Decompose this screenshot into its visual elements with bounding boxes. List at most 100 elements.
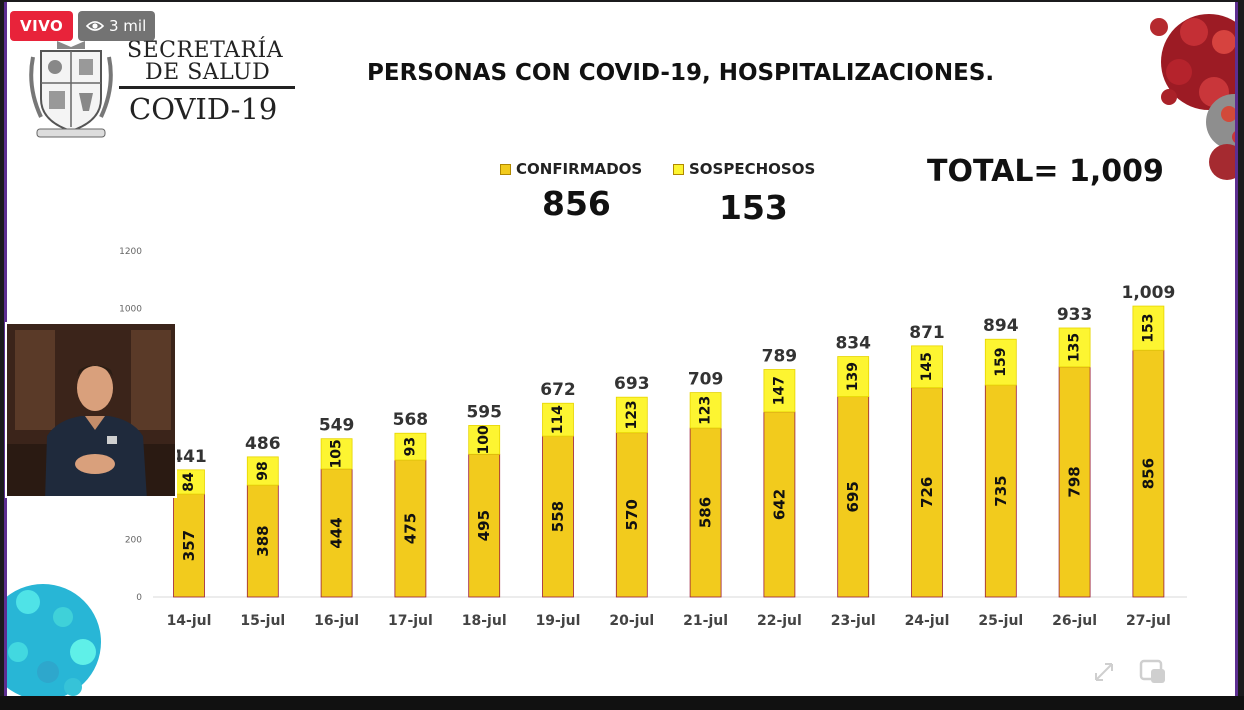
bar-confirmados (173, 493, 205, 598)
data-label-confirmados: 798 (1066, 466, 1084, 497)
bar-confirmados (394, 459, 427, 598)
x-tick-label: 27-jul (1126, 613, 1171, 629)
bar-sospechosos (246, 456, 279, 486)
data-label-sospechosos: 123 (624, 400, 640, 429)
data-label-sospechosos: 100 (476, 425, 492, 454)
data-label-confirmados: 475 (401, 513, 419, 544)
bar-sospechosos (394, 432, 427, 461)
suspected-total: 153 (719, 188, 788, 227)
bar-sospechosos (911, 345, 943, 389)
logo-line-covid: COVID-19 (129, 92, 278, 126)
data-label-confirmados: 388 (254, 525, 272, 556)
bar-confirmados (542, 435, 574, 598)
data-label-total: 1,009 (1122, 283, 1176, 303)
data-label-sospechosos: 114 (550, 405, 566, 434)
x-tick-label: 18-jul (462, 613, 507, 629)
logo-divider (119, 86, 295, 89)
data-label-confirmados: 570 (623, 499, 641, 530)
bar-confirmados (246, 484, 279, 598)
data-label-sospechosos: 98 (255, 461, 271, 480)
data-label-total: 693 (614, 374, 650, 394)
x-tick-label: 14-jul (167, 613, 212, 629)
x-tick-label: 21-jul (683, 613, 728, 629)
data-label-total: 871 (909, 323, 945, 343)
hospitalizations-bar-chart: 0200400600800100012003578444114-jul38898… (119, 247, 1187, 629)
y-tick-label: 1000 (119, 305, 142, 315)
bar-sospechosos (763, 369, 796, 413)
bar-sospechosos (615, 396, 648, 434)
bar-confirmados (689, 427, 722, 598)
bar-sospechosos (837, 356, 870, 398)
x-tick-label: 19-jul (536, 613, 581, 629)
bar-confirmados (763, 411, 796, 598)
data-label-total: 894 (983, 316, 1019, 336)
legend-confirmed: CONFIRMADOS (500, 160, 642, 178)
data-label-confirmados: 558 (549, 501, 567, 532)
bar-confirmados (911, 387, 943, 598)
picture-in-picture-icon (1139, 659, 1167, 685)
data-label-sospechosos: 84 (181, 472, 197, 492)
x-tick-label: 23-jul (831, 613, 876, 629)
legend-suspected-label: SOSPECHOSOS (689, 160, 816, 178)
webcam-video-overlay[interactable] (5, 322, 177, 498)
data-label-sospechosos: 135 (1067, 333, 1083, 362)
grand-total: TOTAL= 1,009 (927, 154, 1164, 189)
data-label-total: 789 (762, 347, 798, 367)
x-tick-label: 17-jul (388, 613, 433, 629)
data-label-confirmados: 695 (844, 481, 862, 512)
viewer-count-badge: 3 mil (78, 11, 156, 41)
data-label-confirmados: 726 (918, 477, 936, 508)
bar-sospechosos (689, 392, 722, 429)
bar-confirmados (468, 453, 501, 598)
data-label-sospechosos: 123 (698, 396, 714, 425)
legend-confirmed-swatch (500, 163, 511, 175)
viewer-count: 3 mil (109, 17, 147, 35)
data-label-sospechosos: 139 (845, 362, 861, 391)
data-label-confirmados: 357 (180, 530, 198, 561)
state-coat-of-arms-logo (27, 37, 115, 142)
data-label-total: 486 (245, 434, 281, 454)
fullscreen-button[interactable] (1087, 655, 1121, 689)
x-tick-label: 24-jul (905, 613, 950, 629)
legend-confirmed-label: CONFIRMADOS (516, 160, 643, 178)
bar-sospechosos (984, 338, 1017, 386)
data-label-sospechosos: 145 (919, 352, 935, 381)
data-label-confirmados: 856 (1139, 458, 1157, 489)
bar-confirmados (837, 396, 870, 598)
y-tick-label: 0 (136, 593, 142, 603)
picture-in-picture-button[interactable] (1136, 655, 1170, 689)
data-label-total: 441 (171, 447, 207, 467)
data-label-sospechosos: 93 (402, 437, 418, 456)
expand-icon (1092, 660, 1116, 684)
bar-sospechosos (1058, 327, 1091, 368)
data-label-confirmados: 586 (697, 497, 715, 528)
player-bottom-bar (0, 696, 1244, 710)
data-label-confirmados: 444 (328, 517, 346, 548)
bar-sospechosos (1132, 305, 1165, 351)
live-badge: VIVO (10, 11, 74, 41)
virus-decoration-bottom-left (7, 562, 118, 696)
legend-suspected-swatch (673, 163, 684, 175)
bar-confirmados (320, 468, 353, 598)
data-label-total: 595 (466, 402, 502, 422)
slide-title: PERSONAS CON COVID-19, HOSPITALIZACIONES… (367, 60, 995, 86)
bar-sospechosos (320, 438, 353, 470)
data-label-total: 672 (540, 380, 576, 400)
x-tick-label: 20-jul (609, 613, 654, 629)
x-tick-label: 15-jul (240, 613, 285, 629)
bar-sospechosos (468, 425, 501, 455)
data-label-sospechosos: 147 (771, 376, 787, 405)
bar-sospechosos (173, 469, 205, 495)
data-label-total: 568 (393, 410, 429, 430)
y-tick-label: 200 (125, 535, 142, 545)
x-tick-label: 16-jul (314, 613, 359, 629)
data-label-sospechosos: 105 (329, 439, 345, 468)
confirmed-total: 856 (542, 184, 611, 223)
bar-sospechosos (542, 402, 574, 437)
virus-decoration-top-right (1139, 2, 1235, 187)
x-tick-label: 26-jul (1052, 613, 1097, 629)
presentation-slide: SECRETARÍA DE SALUD COVID-19 PERSONAS CO… (4, 2, 1238, 696)
logo-line-secretaria: SECRETARÍA (127, 38, 284, 63)
data-label-confirmados: 495 (475, 510, 493, 541)
x-tick-label: 25-jul (978, 613, 1023, 629)
